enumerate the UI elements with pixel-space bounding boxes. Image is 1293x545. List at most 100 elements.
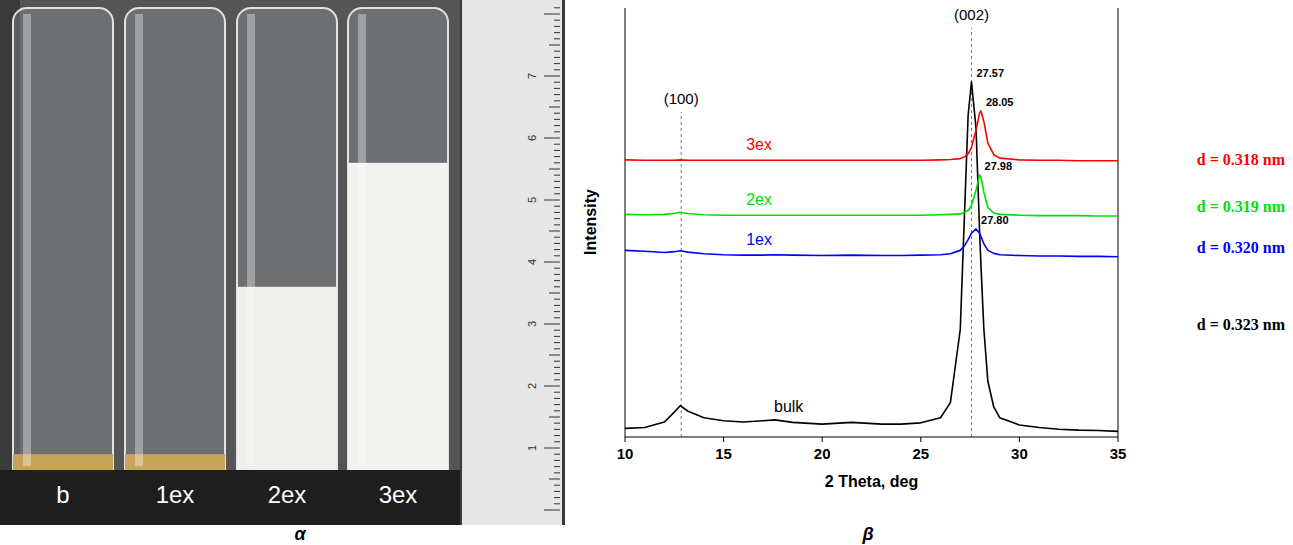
series-label: 1ex bbox=[746, 231, 772, 248]
reference-label: (002) bbox=[954, 6, 989, 23]
xrd-chart: (100)(002)1015202530352 Theta, degIntens… bbox=[582, 6, 1286, 490]
ruler-tick bbox=[554, 274, 560, 275]
ruler-tick bbox=[549, 355, 560, 356]
ruler-tick bbox=[544, 448, 560, 449]
ruler-tick bbox=[554, 218, 560, 219]
x-tick bbox=[1019, 437, 1020, 442]
ruler-tick bbox=[554, 255, 560, 256]
ruler-tick bbox=[554, 491, 560, 492]
ruler-tick bbox=[554, 485, 560, 486]
ruler-tick bbox=[554, 410, 560, 411]
tube-highlight bbox=[135, 14, 143, 466]
x-tick-label: 15 bbox=[715, 445, 732, 462]
ruler-tick bbox=[554, 32, 560, 33]
tube bbox=[237, 8, 337, 500]
d-spacing-label: d = 0.320 nm bbox=[1197, 239, 1286, 256]
ruler-tick bbox=[549, 107, 560, 108]
ruler-tick bbox=[554, 162, 560, 163]
tube-highlight bbox=[247, 14, 255, 466]
ruler-tick bbox=[554, 311, 560, 312]
ruler-tick bbox=[554, 187, 560, 188]
tube-label: 3ex bbox=[379, 481, 418, 508]
x-tick bbox=[1118, 437, 1119, 442]
ruler-tick bbox=[544, 14, 560, 15]
series-label: 2ex bbox=[746, 191, 772, 208]
ruler-tick bbox=[554, 243, 560, 244]
ruler-tick bbox=[554, 88, 560, 89]
x-tick-label: 25 bbox=[912, 445, 929, 462]
ruler-tick bbox=[554, 392, 560, 393]
ruler-label: 4 bbox=[526, 259, 538, 265]
ruler-tick bbox=[549, 169, 560, 170]
ruler-tick bbox=[554, 441, 560, 442]
tube-glass bbox=[237, 8, 337, 500]
x-tick bbox=[822, 437, 823, 442]
x-tick bbox=[625, 437, 626, 442]
ruler-tick bbox=[549, 231, 560, 232]
reference-label: (100) bbox=[664, 90, 699, 107]
ruler-tick bbox=[554, 336, 560, 337]
ruler-tick bbox=[554, 249, 560, 250]
ruler-tick bbox=[549, 417, 560, 418]
ruler-tick bbox=[554, 94, 560, 95]
ruler-tick bbox=[554, 51, 560, 52]
xrd-pattern bbox=[625, 111, 1118, 161]
ruler-tick bbox=[554, 503, 560, 504]
tube-holder bbox=[0, 470, 460, 525]
x-tick bbox=[723, 437, 724, 442]
tube-glass bbox=[125, 8, 225, 500]
xrd-pattern bbox=[625, 229, 1118, 257]
panel-label: β bbox=[861, 524, 873, 544]
tube-glass bbox=[348, 8, 448, 500]
tube bbox=[348, 8, 448, 500]
ruler-tick bbox=[554, 299, 560, 300]
ruler-tick bbox=[549, 479, 560, 480]
ruler-tick bbox=[554, 69, 560, 70]
x-tick-label: 20 bbox=[814, 445, 831, 462]
ruler-tick bbox=[554, 113, 560, 114]
ruler-tick bbox=[554, 423, 560, 424]
ruler-tick bbox=[554, 472, 560, 473]
ruler-tick bbox=[554, 206, 560, 207]
tube-highlight bbox=[23, 14, 31, 466]
right-frame bbox=[1118, 8, 1119, 437]
tube-label: 1ex bbox=[156, 481, 195, 508]
ruler-label: 6 bbox=[526, 135, 538, 141]
ruler-tick bbox=[544, 324, 560, 325]
series-label: bulk bbox=[774, 398, 804, 415]
ruler-tick bbox=[554, 435, 560, 436]
ruler-tick bbox=[554, 379, 560, 380]
ruler-tick bbox=[554, 237, 560, 238]
ruler-tick bbox=[554, 268, 560, 269]
ruler-tick bbox=[554, 26, 560, 27]
ruler-tick bbox=[554, 429, 560, 430]
d-spacing-label: d = 0.319 nm bbox=[1197, 198, 1286, 215]
ruler-tick bbox=[554, 150, 560, 151]
ruler-tick bbox=[554, 348, 560, 349]
ruler-tick bbox=[554, 398, 560, 399]
ruler-tick bbox=[554, 82, 560, 83]
ruler-tick bbox=[544, 138, 560, 139]
ruler-tick bbox=[554, 373, 560, 374]
ruler-tick bbox=[544, 200, 560, 201]
tube bbox=[125, 8, 225, 500]
data-lines bbox=[625, 82, 1118, 432]
ruler-tick bbox=[554, 286, 560, 287]
ruler-tick bbox=[544, 262, 560, 263]
ruler-label: 2 bbox=[526, 383, 538, 389]
tube-label: b bbox=[56, 481, 69, 508]
ruler-tick bbox=[544, 510, 560, 511]
x-axis-title: 2 Theta, deg bbox=[825, 473, 918, 490]
figure: b1ex2ex3ex1234567α(100)(002)101520253035… bbox=[0, 0, 1293, 545]
ruler-tick bbox=[549, 293, 560, 294]
peak-label: 27.80 bbox=[981, 214, 1009, 226]
ruler: 1234567 bbox=[462, 0, 562, 525]
ruler-tick bbox=[554, 175, 560, 176]
ruler-tick bbox=[554, 305, 560, 306]
ruler-tick bbox=[554, 330, 560, 331]
tube-glass bbox=[13, 8, 113, 500]
ruler-tick bbox=[554, 367, 560, 368]
ruler-tick bbox=[554, 144, 560, 145]
ruler-tick bbox=[554, 20, 560, 21]
peak-label: 27.57 bbox=[976, 67, 1004, 79]
